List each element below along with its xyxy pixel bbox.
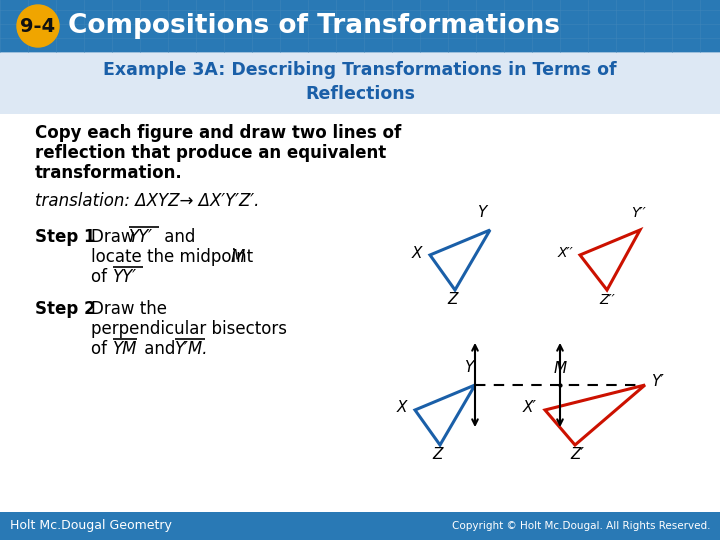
Text: X′′: X′′ [558, 246, 574, 260]
Text: of: of [91, 340, 112, 358]
Text: Holt Mc.Dougal Geometry: Holt Mc.Dougal Geometry [10, 519, 172, 532]
Text: of: of [91, 268, 112, 286]
Text: Example 3A: Describing Transformations in Terms of: Example 3A: Describing Transformations i… [103, 61, 617, 79]
Text: locate the midpoint: locate the midpoint [91, 248, 258, 266]
Text: YM: YM [113, 340, 138, 358]
Text: 9-4: 9-4 [20, 17, 55, 36]
Text: Draw: Draw [91, 228, 140, 246]
Text: transformation.: transformation. [35, 164, 183, 182]
Text: Copy each figure and draw two lines of: Copy each figure and draw two lines of [35, 124, 401, 142]
Text: X′: X′ [523, 401, 537, 415]
Text: Y′′: Y′′ [631, 206, 645, 220]
Text: YY′: YY′ [129, 228, 153, 246]
Text: Step 2: Step 2 [35, 300, 96, 318]
Text: Draw the: Draw the [91, 300, 167, 318]
Text: Z: Z [433, 447, 444, 462]
Text: X: X [397, 401, 408, 415]
Text: M: M [231, 248, 246, 266]
Text: Z′: Z′ [570, 447, 584, 462]
Text: Compositions of Transformations: Compositions of Transformations [68, 13, 560, 39]
Text: translation: ΔXYZ→ ΔX′Y′Z′.: translation: ΔXYZ→ ΔX′Y′Z′. [35, 192, 259, 210]
Text: Z′′: Z′′ [599, 293, 615, 307]
Text: Step 1: Step 1 [35, 228, 96, 246]
Text: Copyright © Holt Mc.Dougal. All Rights Reserved.: Copyright © Holt Mc.Dougal. All Rights R… [451, 521, 710, 531]
Text: Y: Y [464, 360, 474, 375]
Text: Reflections: Reflections [305, 85, 415, 103]
Bar [0, 0, 720, 52]
Bar [0, 512, 720, 540]
Text: Z: Z [448, 292, 458, 307]
Circle shape [17, 5, 59, 47]
Bar [0, 52, 720, 114]
Text: M: M [554, 361, 567, 376]
Text: Y′M.: Y′M. [175, 340, 209, 358]
Text: and: and [159, 228, 195, 246]
Text: reflection that produce an equivalent: reflection that produce an equivalent [35, 144, 386, 162]
Text: X: X [412, 246, 423, 260]
Text: YY′: YY′ [113, 268, 137, 286]
Text: Y: Y [477, 205, 487, 220]
Text: perpendicular bisectors: perpendicular bisectors [91, 320, 287, 338]
Text: and: and [139, 340, 181, 358]
Text: Y′: Y′ [651, 374, 664, 388]
